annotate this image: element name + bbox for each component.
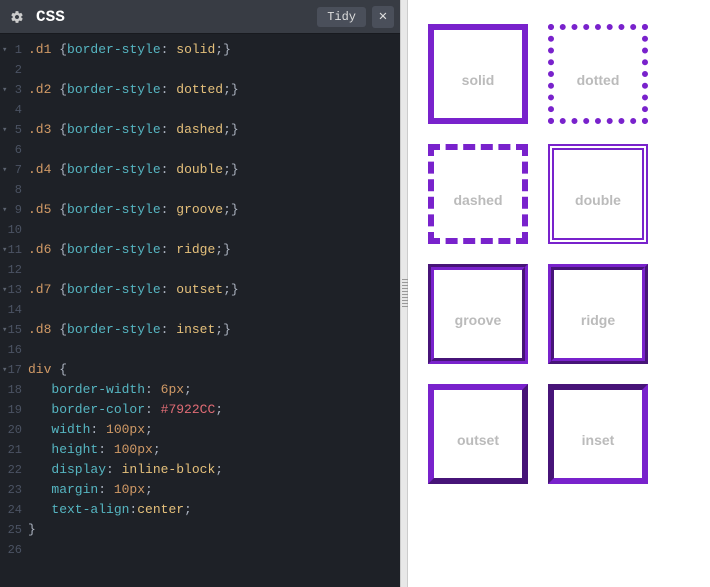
css-editor-panel: CSS Tidy ✕ 12345678910111213141516171819… [0, 0, 400, 587]
demo-box-outset: outset [428, 384, 528, 484]
code-lines[interactable]: .d1 {border-style: solid;} .d2 {border-s… [28, 34, 400, 587]
demo-box-dashed: dashed [428, 144, 528, 244]
demo-box-solid: solid [428, 24, 528, 124]
preview-panel: soliddotteddasheddoublegrooveridgeoutset… [408, 0, 710, 587]
splitter-grip-icon [402, 279, 408, 309]
line-gutter: 1234567891011121314151617181920212223242… [0, 34, 28, 587]
demo-box-double: double [548, 144, 648, 244]
demo-box-inset: inset [548, 384, 648, 484]
vertical-splitter[interactable] [400, 0, 408, 587]
close-icon[interactable]: ✕ [372, 6, 394, 28]
demo-box-dotted: dotted [548, 24, 648, 124]
code-area[interactable]: 1234567891011121314151617181920212223242… [0, 34, 400, 587]
demo-box-groove: groove [428, 264, 528, 364]
editor-header: CSS Tidy ✕ [0, 0, 400, 34]
gear-icon[interactable] [6, 6, 28, 28]
demo-box-ridge: ridge [548, 264, 648, 364]
editor-title: CSS [36, 8, 317, 26]
tidy-button[interactable]: Tidy [317, 7, 366, 27]
